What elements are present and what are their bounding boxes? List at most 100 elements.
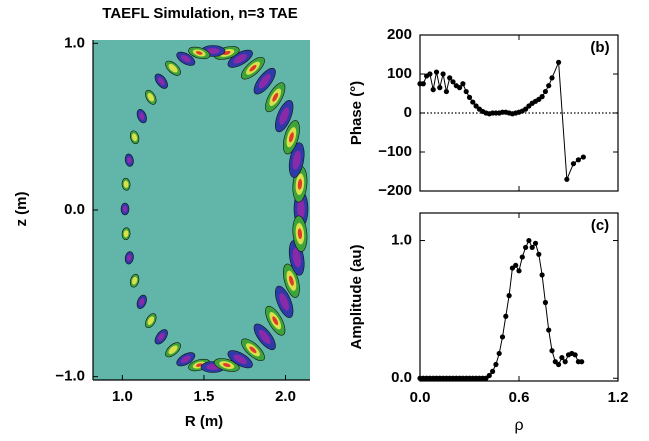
data-point	[523, 106, 529, 112]
mode-core	[180, 355, 191, 363]
data-point	[549, 75, 555, 81]
data-point	[529, 244, 535, 251]
data-point	[523, 244, 529, 251]
x-tick-label: 1.0	[112, 388, 133, 405]
data-point	[556, 361, 562, 368]
mode-core	[180, 55, 191, 63]
data-point	[466, 94, 473, 100]
mode-core	[123, 230, 129, 238]
mode-core	[279, 107, 290, 125]
data-point	[447, 75, 453, 81]
mode-core	[297, 178, 303, 190]
y-tick-label: 0.0	[64, 201, 85, 218]
y-tick-label: −200	[378, 182, 412, 199]
data-point	[457, 85, 463, 91]
x-axis-label: R (m)	[185, 413, 223, 430]
data-point	[496, 350, 502, 357]
data-point	[440, 71, 446, 77]
data-line	[420, 62, 584, 180]
mode-core	[122, 205, 128, 213]
mode-core	[139, 112, 145, 120]
data-point	[506, 293, 512, 299]
data-line	[420, 239, 582, 379]
mode-core	[292, 150, 301, 170]
y-tick-label: −1.0	[55, 368, 85, 385]
data-point	[562, 359, 568, 365]
data-point	[564, 176, 570, 182]
data-point	[572, 352, 578, 358]
data-point	[443, 88, 449, 95]
y-tick-label: 200	[387, 26, 412, 43]
mode-core	[233, 53, 247, 64]
data-point	[490, 368, 496, 374]
field-image	[93, 40, 310, 380]
x-tick-label: 0.6	[509, 389, 530, 406]
y-axis-label: Amplitude (au)	[348, 245, 365, 350]
data-point	[580, 154, 586, 160]
y-tick-label: −100	[378, 143, 412, 160]
data-point	[546, 327, 552, 333]
mode-core	[131, 133, 138, 142]
mode-core	[297, 199, 305, 219]
mode-core	[123, 180, 129, 188]
mode-core	[127, 156, 132, 164]
data-point	[427, 71, 433, 77]
mode-core	[223, 363, 231, 368]
mode-core	[249, 64, 257, 72]
panel-label: (c)	[591, 217, 609, 234]
data-point	[559, 354, 565, 361]
mode-core	[233, 354, 247, 365]
mode-core	[258, 329, 271, 344]
y-tick-label: 1.0	[64, 34, 85, 51]
data-point	[536, 251, 542, 257]
y-tick-label: 1.0	[391, 232, 412, 249]
data-point	[463, 88, 469, 95]
data-point	[499, 334, 506, 340]
data-point	[556, 59, 562, 65]
data-point	[549, 348, 555, 354]
x-tick-label: 1.5	[194, 388, 215, 405]
mode-core	[157, 332, 165, 341]
mode-core	[168, 63, 178, 73]
mode-core	[196, 363, 203, 367]
chart-title: TAEFL Simulation, n=3 TAE	[102, 5, 297, 22]
data-point	[513, 262, 519, 268]
mode-core	[288, 275, 294, 286]
mode-core	[139, 298, 145, 306]
mode-core	[279, 293, 290, 311]
data-point	[570, 161, 577, 167]
data-point	[493, 361, 499, 368]
data-point	[579, 359, 585, 365]
x-axis-label: ρ	[514, 417, 523, 434]
y-tick-label: 0	[404, 104, 412, 121]
y-tick-label: 0.0	[391, 369, 412, 386]
data-point	[470, 99, 476, 105]
data-point	[450, 79, 456, 85]
panel-label: (b)	[590, 39, 609, 56]
mode-core	[288, 132, 294, 143]
mode-core	[297, 228, 303, 240]
data-point	[516, 268, 522, 274]
mode-core	[258, 74, 271, 89]
x-tick-label: 2.0	[275, 388, 296, 405]
mode-core	[131, 276, 138, 285]
data-point	[473, 103, 479, 109]
mode-core	[157, 77, 165, 86]
mode-core	[206, 47, 220, 55]
mode-core	[292, 248, 301, 268]
data-point	[539, 272, 545, 278]
data-point	[532, 240, 539, 246]
x-tick-label: 1.2	[608, 389, 629, 406]
data-point	[575, 157, 582, 163]
data-point	[486, 372, 492, 379]
mode-core	[249, 346, 257, 354]
plot-frame	[419, 212, 619, 382]
mode-core	[196, 51, 203, 55]
mode-core	[272, 92, 279, 102]
mode-core	[147, 316, 155, 325]
data-point	[542, 299, 549, 306]
data-point	[503, 313, 509, 319]
y-tick-label: 100	[387, 65, 412, 82]
mode-core	[272, 316, 279, 326]
